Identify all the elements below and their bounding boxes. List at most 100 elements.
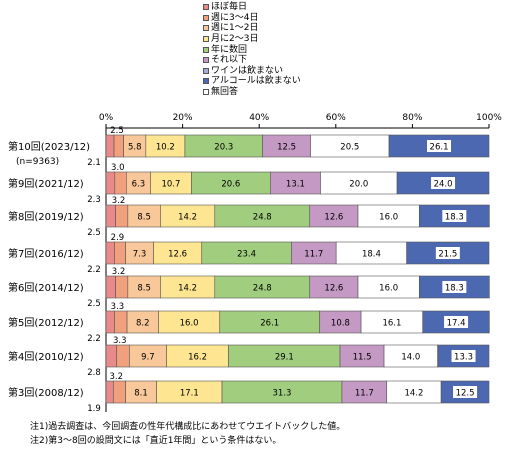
data-label: 18.3 [445, 284, 464, 294]
data-label: 11.7 [355, 389, 374, 399]
data-label: 3.3 [113, 336, 127, 346]
data-label: 21.5 [438, 250, 457, 260]
data-label-bg [431, 177, 456, 189]
legend-label: 年に数回 [211, 44, 248, 55]
legend: ほぼ毎日 週に3～4日 週に1～2日 月に2～3日 年に数回 それ以下 ワインは飲まない アル… [203, 2, 301, 97]
x-tick-label: 20% [173, 113, 193, 123]
data-label: 16.0 [379, 284, 398, 294]
data-label: 16.0 [180, 319, 199, 329]
footnote-2: 注2)第3～8回の設問文には「直近1年間」という条件はない。 [30, 436, 282, 446]
data-label-bg [444, 316, 469, 328]
data-label: 3.3 [111, 302, 125, 312]
data-label: 2.9 [111, 233, 125, 243]
data-label: 8.5 [137, 284, 151, 294]
data-label: 24.8 [253, 284, 272, 294]
data-label: 20.6 [221, 180, 240, 190]
footnote-1: 注1)過去調査は、今回調査の性年代構成比にあわせてウエイトバックした値。 [30, 422, 346, 432]
data-label: 5.8 [128, 143, 142, 153]
data-label: 16.1 [382, 319, 401, 329]
legend-label: ほぼ毎日 [211, 2, 248, 13]
data-label: 14.2 [178, 213, 197, 223]
data-label: 12.6 [324, 213, 343, 223]
legend-item: 週に3～4日 [203, 13, 301, 24]
data-label: 12.5 [456, 389, 475, 399]
bar-segment [112, 380, 126, 404]
category-label: 第7回(2016/12) [8, 247, 84, 260]
bar-segment [116, 344, 130, 368]
data-label: 10.8 [331, 319, 350, 329]
legend-swatch [203, 57, 209, 64]
data-label: 31.3 [273, 389, 292, 399]
data-label: 20.5 [340, 143, 359, 153]
legend-item: 無回答 [203, 87, 301, 98]
legend-label: 週に3～4日 [211, 12, 259, 23]
x-tick-label: 40% [249, 113, 269, 123]
category-label: 第5回(2012/12) [8, 316, 84, 329]
legend-item: 年に数回 [203, 44, 301, 55]
data-label: 3.2 [112, 267, 126, 277]
data-label: 12.5 [277, 143, 296, 153]
data-label: 2.2 [87, 334, 101, 344]
data-label: 23.4 [237, 250, 256, 260]
data-label: 14.2 [178, 284, 197, 294]
data-label: 8.5 [137, 213, 151, 223]
data-label: 10.7 [161, 180, 180, 190]
data-label: 1.9 [87, 404, 101, 414]
data-label-bg [435, 247, 460, 259]
legend-swatch [203, 78, 209, 85]
data-label: 14.2 [404, 389, 423, 399]
data-label-bg [442, 210, 467, 222]
legend-swatch [203, 67, 209, 74]
data-label: 12.6 [168, 250, 187, 260]
legend-item: アルコールは飲まない [203, 76, 301, 87]
data-label: 2.1 [87, 158, 101, 168]
legend-item: 月に2～3日 [203, 34, 301, 45]
bar-segment [105, 171, 116, 195]
data-label: 17.4 [447, 319, 466, 329]
data-label: 2.5 [87, 228, 101, 238]
data-label: 26.1 [260, 319, 279, 329]
data-label: 20.3 [214, 143, 233, 153]
legend-item: 週に1～2日 [203, 23, 301, 34]
x-tick-label: 100% [476, 113, 502, 123]
data-label: 3.2 [110, 372, 124, 382]
data-label: 18.3 [445, 213, 464, 223]
bar-segment [105, 134, 115, 158]
bar-segment [114, 171, 127, 195]
data-label: 17.1 [180, 389, 199, 399]
data-label-bg [427, 140, 452, 152]
data-label: 6.3 [132, 180, 146, 190]
data-label: 18.4 [362, 250, 381, 260]
bar-segment [114, 310, 128, 334]
data-label: 16.0 [379, 213, 398, 223]
data-label: 10.2 [156, 143, 175, 153]
legend-swatch [203, 25, 209, 32]
category-label: 第8回(2019/12) [8, 210, 84, 223]
data-label: 7.3 [133, 250, 147, 260]
data-label: 2.5 [87, 299, 101, 309]
data-label: 8.2 [136, 319, 150, 329]
data-label: 3.0 [111, 163, 125, 173]
bar-segment [115, 275, 129, 299]
data-label: 3.2 [112, 196, 126, 206]
data-label: 2.8 [87, 368, 101, 378]
legend-item: それ以下 [203, 55, 301, 66]
bar-segment [105, 344, 118, 368]
legend-swatch [203, 89, 209, 96]
bar-segment [105, 310, 115, 334]
bar-segment [114, 241, 126, 265]
legend-swatch [203, 14, 209, 21]
data-label: 9.7 [141, 353, 155, 363]
data-label: 13.1 [286, 180, 305, 190]
x-tick-label: 60% [326, 113, 346, 123]
data-label: 20.0 [349, 180, 368, 190]
bar-segment [105, 380, 114, 404]
data-label: 26.1 [430, 143, 449, 153]
bar-segment [105, 275, 116, 299]
category-label: 第10回(2023/12) [8, 140, 90, 153]
footnotes: 注1)過去調査は、今回調査の性年代構成比にあわせてウエイトバックした値。 注2)… [30, 420, 345, 448]
data-label: 2.3 [87, 195, 101, 205]
category-label: 第4回(2010/12) [8, 350, 84, 363]
legend-item: ワインは飲まない [203, 66, 301, 77]
